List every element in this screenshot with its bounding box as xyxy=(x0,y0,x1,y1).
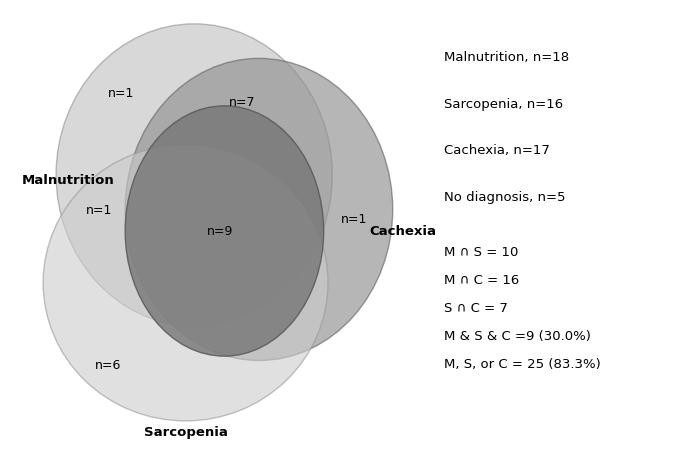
Ellipse shape xyxy=(125,106,324,357)
Text: n=1: n=1 xyxy=(340,212,367,225)
Ellipse shape xyxy=(125,59,393,361)
Text: Malnutrition, n=18: Malnutrition, n=18 xyxy=(444,51,569,64)
Text: Malnutrition: Malnutrition xyxy=(22,173,114,186)
Text: n=1: n=1 xyxy=(108,87,134,100)
Ellipse shape xyxy=(56,25,332,326)
Text: M ∩ S = 10: M ∩ S = 10 xyxy=(444,246,519,259)
Text: Cachexia: Cachexia xyxy=(369,225,436,238)
Text: S ∩ C = 7: S ∩ C = 7 xyxy=(444,301,508,314)
Text: Cachexia, n=17: Cachexia, n=17 xyxy=(444,144,550,157)
Text: n=7: n=7 xyxy=(228,96,255,109)
Text: M ∩ C = 16: M ∩ C = 16 xyxy=(444,274,519,287)
Text: n=6: n=6 xyxy=(95,358,121,371)
Text: n=1: n=1 xyxy=(86,203,112,217)
Text: No diagnosis, n=5: No diagnosis, n=5 xyxy=(444,190,566,203)
Text: Sarcopenia, n=16: Sarcopenia, n=16 xyxy=(444,98,563,111)
Text: n=9: n=9 xyxy=(207,225,234,238)
Text: M & S & C =9 (30.0%): M & S & C =9 (30.0%) xyxy=(444,329,591,342)
Text: Sarcopenia: Sarcopenia xyxy=(144,425,227,438)
Ellipse shape xyxy=(43,145,328,421)
Text: M, S, or C = 25 (83.3%): M, S, or C = 25 (83.3%) xyxy=(444,357,601,370)
